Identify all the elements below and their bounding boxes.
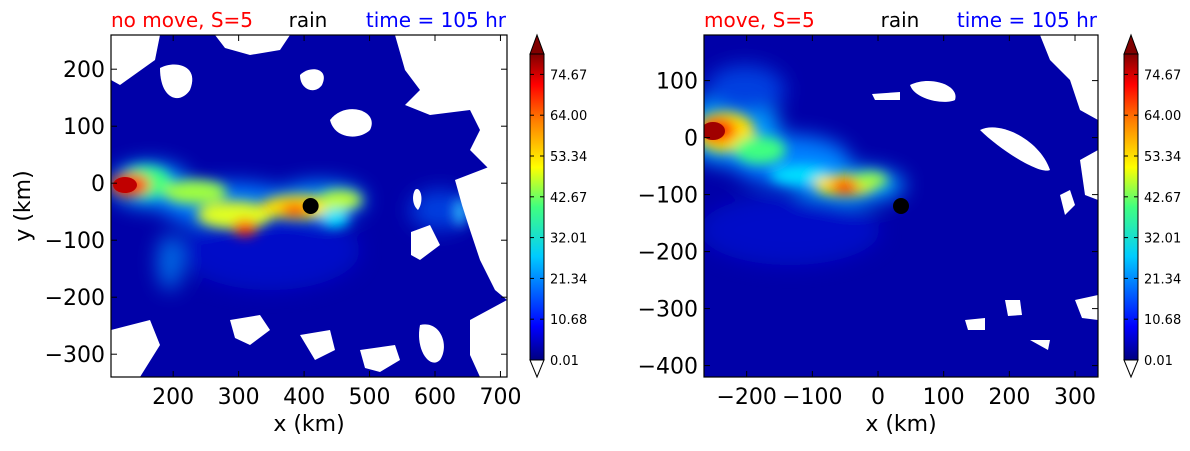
x-tick-label: 300 <box>218 385 260 410</box>
colorbar-tick-label: 10.68 <box>1144 313 1181 328</box>
x-tick-label: −100 <box>782 385 842 410</box>
panel-title-left: no move, S=5 <box>111 8 253 32</box>
y-tick-label: 200 <box>63 58 105 83</box>
colorbar-tick-label: 10.68 <box>550 313 587 328</box>
colorbar-tick-label: 74.67 <box>550 68 587 83</box>
y-tick-label: −400 <box>638 355 698 380</box>
colorbar-tick-label: 42.67 <box>550 191 587 206</box>
y-tick-label: −100 <box>45 229 105 254</box>
y-tick-label: 100 <box>656 70 698 95</box>
colorbar-tick-label: 32.01 <box>550 232 587 247</box>
y-axis-label: y (km) <box>11 170 36 241</box>
x-tick-label: 200 <box>152 385 194 410</box>
rain-maximum-core <box>704 122 725 140</box>
colorbar-tick-label: 21.34 <box>550 272 587 287</box>
storm-center-marker <box>302 198 319 214</box>
colorbar-tick-label: 64.00 <box>550 109 587 124</box>
colorbar-extend-max <box>529 33 545 55</box>
x-tick-label: 700 <box>479 385 521 410</box>
no-rain-areas <box>872 35 1098 350</box>
y-tick-label: 0 <box>91 172 105 197</box>
y-tick-label: −200 <box>45 286 105 311</box>
y-tick-label: 0 <box>684 127 698 152</box>
axis-ticks-no-move: 200 300 400 500 600 700 200 100 0 −100 −200 −300 <box>45 35 521 410</box>
x-tick-label: 0 <box>871 385 885 410</box>
storm-center-marker <box>893 198 909 214</box>
colorbar-tick-label: 53.34 <box>1144 150 1181 165</box>
x-tick-label: −200 <box>716 385 776 410</box>
rain-blobs-core <box>704 112 888 196</box>
panel-title-variable: rain <box>289 8 328 32</box>
y-tick-label: 100 <box>63 115 105 140</box>
colorbar-gradient <box>1123 53 1139 361</box>
colorbar-tick-label: 32.01 <box>1144 232 1181 247</box>
panel-no-move: 200 300 400 500 600 700 200 100 0 −100 −200 −300 no… <box>11 8 587 437</box>
colorbar-move: 0.01 10.68 21.34 32.01 42.67 53.34 64.00 74.67 <box>1123 33 1181 379</box>
colorbar-no-move: 0.01 10.68 21.34 32.01 42.67 53.34 64.00 74.67 <box>529 33 587 379</box>
colorbar-tick-label: 42.67 <box>1144 191 1181 206</box>
colorbar-tick-label: 0.01 <box>1144 354 1173 369</box>
colorbar-extend-min <box>1123 359 1139 379</box>
panel-title-variable: rain <box>881 8 920 32</box>
colorbar-tick-label: 0.01 <box>550 354 579 369</box>
y-tick-label: −300 <box>45 343 105 368</box>
axes-frame-move <box>703 34 1099 378</box>
y-tick-label: −200 <box>638 241 698 266</box>
x-axis-label: x (km) <box>865 412 936 437</box>
axes-frame-no-move <box>110 34 508 378</box>
x-tick-label: 500 <box>349 385 391 410</box>
x-tick-label: 300 <box>1054 385 1096 410</box>
rain-field-no-move <box>111 35 507 377</box>
colorbar-extend-min <box>529 359 545 379</box>
panel-title-time: time = 105 hr <box>366 8 507 32</box>
rain-maximum-core <box>113 177 137 193</box>
panel-title-left: move, S=5 <box>704 8 815 32</box>
no-rain-areas <box>111 35 507 377</box>
colorbar-tick-label: 53.34 <box>550 150 587 165</box>
x-axis-label: x (km) <box>273 412 344 437</box>
colorbar-tick-label: 64.00 <box>1144 109 1181 124</box>
y-tick-label: −300 <box>638 298 698 323</box>
y-tick-label: −100 <box>638 184 698 209</box>
colorbar-tick-label: 74.67 <box>1144 68 1181 83</box>
rain-field-move <box>704 35 1098 377</box>
colorbar-gradient <box>529 53 545 361</box>
x-tick-label: 400 <box>283 385 325 410</box>
x-tick-label: 100 <box>923 385 965 410</box>
colorbar-tick-label: 21.34 <box>1144 272 1181 287</box>
x-tick-label: 600 <box>414 385 456 410</box>
colorbar-extend-max <box>1123 33 1139 55</box>
panel-title-time: time = 105 hr <box>957 8 1098 32</box>
colorbar-ticks: 0.01 10.68 21.34 32.01 42.67 53.34 64.00 74.67 <box>1124 68 1181 369</box>
x-tick-label: 200 <box>988 385 1030 410</box>
colorbar-ticks: 0.01 10.68 21.34 32.01 42.67 53.34 64.00 74.67 <box>530 68 587 369</box>
